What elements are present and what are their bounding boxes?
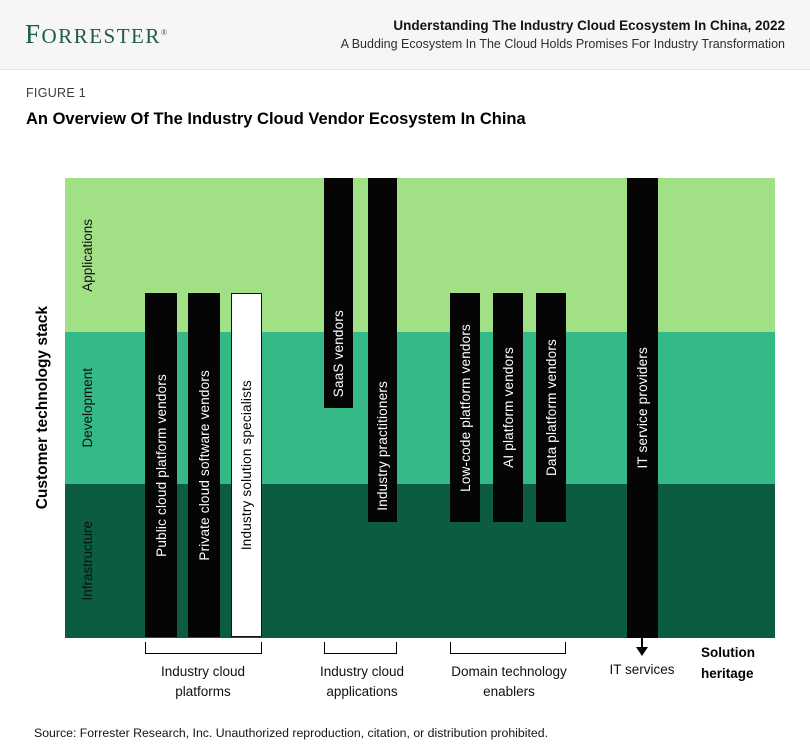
band-label-applications: Applications <box>79 218 95 292</box>
group-label-it-services: IT services <box>609 662 675 677</box>
source-attribution: Source: Forrester Research, Inc. Unautho… <box>34 726 548 740</box>
bracket-industry-cloud-platforms <box>145 642 262 654</box>
bar-data-platform-vendors: Data platform vendors <box>536 293 566 522</box>
bar-industry-solution-specialists: Industry solution specialists <box>231 293 262 637</box>
it-services-arrow-line <box>641 638 643 648</box>
group-label-industry-cloud-applications: Industry cloud applications <box>319 664 405 699</box>
figure-title: An Overview Of The Industry Cloud Vendor… <box>26 110 526 128</box>
bar-ai-platform-vendors: AI platform vendors <box>493 293 523 522</box>
figure-number-label: FIGURE 1 <box>26 86 87 100</box>
document-title: Understanding The Industry Cloud Ecosyst… <box>393 18 785 33</box>
header-title-block: Understanding The Industry Cloud Ecosyst… <box>341 18 785 51</box>
band-label-infrastructure: Infrastructure <box>79 521 95 601</box>
group-label-domain-technology-enablers: Domain technology enablers <box>451 664 567 699</box>
y-axis-label: Customer technology stack <box>34 306 51 510</box>
bar-it-service-providers: IT service providers <box>627 178 658 638</box>
band-label-development: Development <box>79 368 95 448</box>
forrester-logo-text: FORRESTER <box>25 19 161 49</box>
bar-private-cloud-software-vendors: Private cloud software vendors <box>188 293 220 637</box>
document-subtitle: A Budding Ecosystem In The Cloud Holds P… <box>340 37 785 51</box>
bar-low-code-platform-vendors: Low-code platform vendors <box>450 293 480 522</box>
bar-saas-vendors: SaaS vendors <box>324 178 353 408</box>
bar-public-cloud-platform-vendors: Public cloud platform vendors <box>145 293 177 637</box>
group-label-industry-cloud-platforms: Industry cloud platforms <box>160 664 246 699</box>
report-header: FORRESTER® Understanding The Industry Cl… <box>0 0 810 70</box>
solution-heritage-label: Solution heritage <box>701 645 755 681</box>
registered-mark: ® <box>160 28 167 37</box>
it-services-arrow-icon <box>636 647 648 656</box>
bar-industry-practitioners: Industry practitioners <box>368 178 397 522</box>
bracket-industry-cloud-applications <box>324 642 397 654</box>
bracket-domain-technology-enablers <box>450 642 566 654</box>
forrester-logo: FORRESTER® <box>25 21 167 48</box>
